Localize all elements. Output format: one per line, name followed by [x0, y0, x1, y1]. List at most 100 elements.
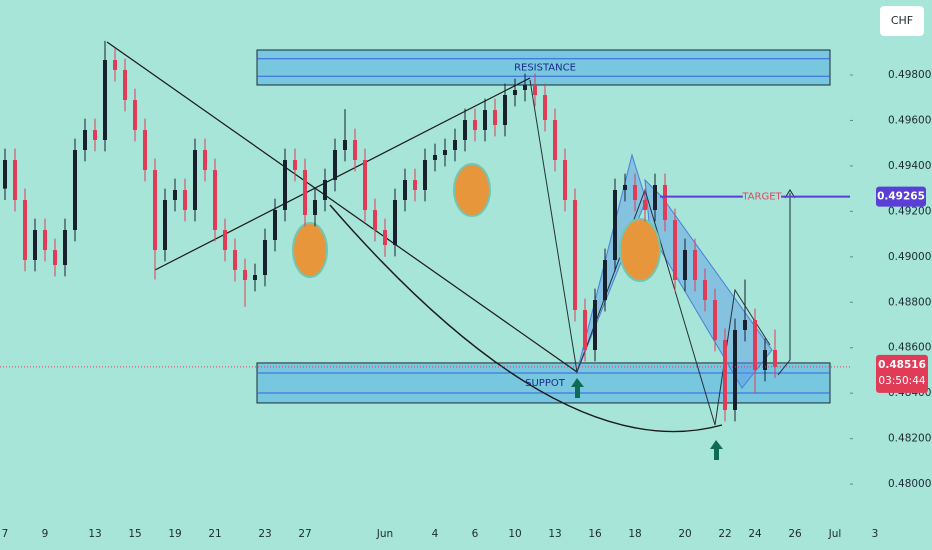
up-arrow — [571, 378, 584, 398]
candle-body — [613, 190, 617, 260]
candle-body — [473, 120, 477, 130]
candle-body — [573, 200, 577, 310]
price-tag — [876, 354, 928, 393]
candle-body — [103, 60, 107, 140]
arrow-head — [784, 189, 796, 199]
candle-body — [563, 160, 567, 200]
circle-marker — [619, 218, 661, 282]
y-tick-label: 0.48000 — [888, 478, 931, 490]
candle-body — [293, 160, 297, 170]
drawings — [106, 6, 924, 460]
candle-body — [33, 230, 37, 260]
candle-body — [723, 340, 727, 410]
zigzag — [529, 79, 771, 426]
candle-body — [283, 160, 287, 210]
candle-body — [13, 160, 17, 200]
candle-body — [593, 300, 597, 350]
candle-body — [763, 350, 767, 370]
candle-body — [673, 220, 677, 280]
candle-body — [323, 180, 327, 200]
candle-body — [583, 310, 587, 350]
currency: CHF — [891, 14, 913, 27]
candle-body — [703, 280, 707, 300]
candle-body — [713, 300, 717, 340]
x-tick-label: 26 — [788, 528, 802, 540]
x-tick-label: Jun — [376, 528, 393, 540]
candle-body — [773, 350, 777, 367]
candle-body — [683, 250, 687, 280]
x-tick-label: 24 — [748, 528, 762, 540]
x-tick-label: 13 — [548, 528, 561, 540]
trend-line — [106, 41, 578, 373]
candle-body — [733, 330, 737, 410]
y-tick-label: 0.49200 — [888, 205, 931, 217]
circle-marker — [292, 222, 328, 278]
candle-body — [503, 95, 507, 125]
candle-body — [343, 140, 347, 150]
candle-body — [543, 95, 547, 120]
candle-body — [313, 200, 317, 215]
candle-body — [633, 185, 637, 200]
x-tick-label: 4 — [432, 528, 439, 540]
candle-body — [603, 260, 607, 300]
candle-body — [233, 250, 237, 270]
candle-body — [663, 185, 667, 220]
circle-marker — [453, 163, 491, 217]
zone: RESISTANCE — [256, 49, 831, 86]
x-tick-label: 22 — [718, 528, 731, 540]
candle-body — [443, 150, 447, 155]
candle-body — [363, 160, 367, 210]
up-arrow — [710, 440, 723, 460]
x-tick-label: 3 — [872, 528, 879, 540]
candle-body — [493, 110, 497, 125]
candle-body — [173, 190, 177, 200]
y-tick-label: 0.49400 — [888, 160, 931, 172]
candle-body — [353, 140, 357, 160]
candle-body — [223, 230, 227, 250]
candle-body — [523, 85, 527, 90]
candle-body — [153, 170, 157, 250]
x-tick-label: 15 — [128, 528, 141, 540]
x-tick-label: 9 — [42, 528, 49, 540]
x-tick-label: 13 — [88, 528, 101, 540]
candle-body — [133, 100, 137, 130]
candle-body — [243, 270, 247, 280]
candle-body — [203, 150, 207, 170]
candle-body — [43, 230, 47, 250]
candle-body — [373, 210, 377, 230]
candle-body — [653, 185, 657, 210]
candle-body — [403, 180, 407, 200]
x-tick-label: 18 — [628, 528, 641, 540]
candle-body — [463, 120, 467, 140]
candle-body — [23, 200, 27, 260]
zone-box — [256, 49, 831, 86]
x-tick-label: 10 — [508, 528, 521, 540]
candle-body — [433, 155, 437, 160]
candle-body — [533, 85, 537, 95]
candle-body — [63, 230, 67, 265]
x-tick-label: 16 — [588, 528, 602, 540]
countdown: 03:50:44 — [878, 375, 925, 387]
candle-body — [623, 185, 627, 190]
candle-body — [513, 90, 517, 95]
target-arrow — [777, 193, 791, 376]
candle-body — [163, 200, 167, 250]
candle-body — [423, 160, 427, 190]
zone-label: RESISTANCE — [514, 63, 576, 74]
x-tick-label: 19 — [168, 528, 181, 540]
candle-body — [383, 230, 387, 245]
candle-body — [83, 130, 87, 150]
current-price: 0.48516 — [878, 359, 926, 371]
candle-body — [413, 180, 417, 190]
x-tick-label: 23 — [258, 528, 271, 540]
target-label: TARGET — [741, 192, 782, 203]
x-tick-label: 27 — [298, 528, 311, 540]
candle-body — [53, 250, 57, 265]
y-tick-label: 0.48200 — [888, 433, 931, 445]
candle-body — [73, 150, 77, 230]
y-tick-label: 0.49600 — [888, 114, 931, 126]
candle-body — [273, 210, 277, 240]
y-tick-label: 0.48800 — [888, 296, 931, 308]
